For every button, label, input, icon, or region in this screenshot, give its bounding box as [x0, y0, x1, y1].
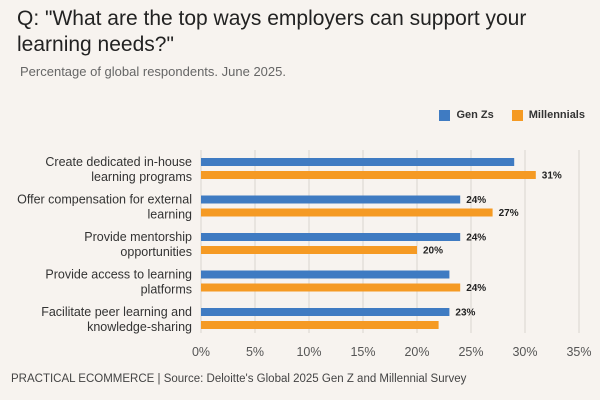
legend-swatch-gen-z	[439, 109, 451, 121]
x-tick-label: 10%	[296, 345, 321, 359]
category-label: Provide mentorship	[84, 230, 192, 244]
legend-label-gen-z: Gen Zs	[456, 109, 494, 121]
bar-gen-z	[201, 308, 450, 316]
category-label: knowledge-sharing	[87, 320, 192, 334]
category-label: learning programs	[91, 170, 192, 184]
x-tick-label: 0%	[192, 345, 210, 359]
x-tick-label: 5%	[246, 345, 264, 359]
x-tick-label: 20%	[404, 345, 429, 359]
bar-millennials	[201, 208, 493, 217]
data-label: 24%	[466, 195, 486, 206]
data-label: 27%	[499, 208, 519, 219]
legend-swatch-millennials	[511, 109, 523, 121]
bar-gen-z	[201, 270, 450, 279]
legend: Gen Zs Millennials	[439, 109, 585, 121]
data-label: 31%	[542, 171, 562, 182]
category-label: learning	[148, 208, 193, 222]
category-label: Offer compensation for external	[17, 193, 192, 207]
legend-label-millennials: Millennials	[528, 109, 585, 121]
bar-millennials	[201, 246, 417, 254]
bar-millennials	[201, 321, 439, 329]
source-note: PRACTICAL ECOMMERCE | Source: Deloitte's…	[11, 373, 467, 385]
bar-gen-z	[201, 233, 461, 241]
legend-item-gen-z: Gen Zs	[439, 109, 494, 121]
bar-gen-z	[201, 195, 461, 204]
x-tick-label: 30%	[512, 345, 537, 359]
legend-item-millennials: Millennials	[511, 109, 585, 121]
x-tick-label: 35%	[566, 345, 591, 359]
chart-subtitle: Percentage of global respondents. June 2…	[20, 64, 286, 79]
category-label: Create dedicated in-house	[45, 155, 192, 169]
chart-title: Q: "What are the top ways employers can …	[17, 7, 527, 56]
bar-millennials	[201, 283, 461, 292]
x-tick-label: 25%	[458, 345, 483, 359]
category-label: platforms	[141, 283, 192, 297]
data-label: 24%	[466, 233, 486, 244]
bar-gen-z	[201, 158, 515, 166]
category-label: Facilitate peer learning and	[41, 305, 192, 319]
x-tick-label: 15%	[350, 345, 375, 359]
data-label: 24%	[466, 283, 486, 294]
bar-millennials	[201, 171, 536, 179]
category-label: opportunities	[120, 245, 192, 259]
data-label: 20%	[423, 246, 443, 257]
data-label: 23%	[455, 308, 475, 319]
category-label: Provide access to learning	[45, 268, 192, 282]
